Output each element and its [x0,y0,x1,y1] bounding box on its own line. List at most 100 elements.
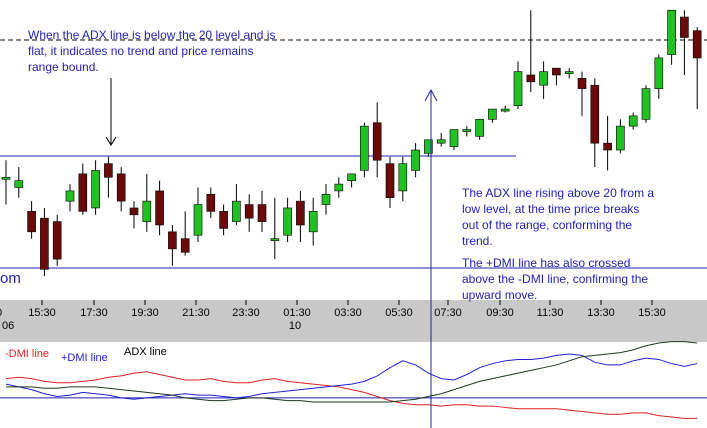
candle [552,67,561,86]
legend-label: -DMI line [5,348,49,360]
candle-body [168,231,177,250]
candle [513,61,523,110]
candle-body [411,149,420,171]
candle [564,68,574,79]
candle [219,204,228,236]
candle-body [296,200,305,226]
date-label: 10 [289,320,301,332]
candle [142,173,152,232]
candle-body [155,190,164,226]
candle-body [321,194,331,205]
candle-body [692,30,702,59]
candle [449,129,459,150]
time-tick-label: 07:30 [434,307,462,319]
candle [206,187,216,219]
time-tick-label: 05:30 [385,307,413,319]
candle [590,78,600,168]
candle [603,115,612,171]
annotation-adx-rising: The ADX line rising above 20 from a low … [462,185,654,249]
time-tick-label: 15:30 [28,307,56,319]
candle [641,85,651,123]
time-tick-label: 15:30 [638,307,666,319]
time-tick-label: 09:30 [486,307,514,319]
annotation-guides [105,78,438,428]
candle [244,194,254,232]
candle-body [424,139,433,154]
candle-body [436,139,446,144]
candle-body [334,183,344,192]
adx-line [6,341,698,403]
candle-body [193,204,203,236]
candle [14,167,24,198]
candle-body [116,173,126,202]
candle-body [475,119,484,137]
annotation-adx-line-1: The ADX line rising above 20 from a [462,186,655,200]
candle-body [488,108,497,120]
indicator-panel: -DMI line +DMI line ADX line [0,341,707,419]
candle [283,197,292,243]
annotation-dmi-line-2: above the -DMI line, confirming the [462,272,649,286]
time-tick-label: 11:30 [537,307,564,319]
candle-body [385,163,395,199]
time-axis: 0 15:30 17:30 19:30 21:30 23:30 01:30 03:30 05:3… [0,300,666,332]
candle-body [52,221,62,260]
candle [500,105,510,113]
candle [65,184,75,212]
candle [347,173,356,188]
candle [180,211,190,256]
annotation-top-left-line-2: flat, it indicates no trend and price re… [28,44,254,58]
candle-body [564,71,574,74]
candle [360,122,369,178]
candle [372,102,382,178]
candle-body [27,211,36,233]
candle [78,163,88,215]
candle-body [104,163,113,178]
candle [616,119,625,154]
candle [398,156,408,202]
candle [116,167,126,212]
candle-body [616,125,625,151]
candle-body [129,207,139,216]
time-tick-label: 01:30 [283,307,311,319]
annotation-down-arrow-head [105,136,117,146]
time-tick-label: 03:30 [334,307,362,319]
candle-body [142,200,152,222]
annotation-top-left-line-3: range bound. [28,60,99,74]
candle [334,177,344,198]
candle-body [500,108,510,112]
candle [129,201,139,229]
candle-body [308,211,318,233]
time-axis-band [0,300,707,342]
candle-body [283,207,292,236]
candle-body [654,57,664,89]
candle-body [232,200,241,222]
candle [232,184,241,225]
candle-body [244,204,254,219]
candle [692,27,702,110]
candle [296,190,305,243]
candle-body [347,173,356,181]
candle-body [449,129,459,147]
candle-body [257,204,267,222]
time-tick-label: 17:30 [80,307,108,319]
legend-label: ADX line [124,346,167,358]
candle-body [577,78,587,89]
dmi-minus-line [5,371,698,419]
candle-body [603,142,612,151]
candle [308,197,318,246]
edge-label: om [0,270,21,287]
candle-body [628,115,638,127]
candle-body [641,88,651,120]
candle-body [526,74,536,83]
time-tick-label: 0 [0,307,2,319]
candle-body [680,16,689,38]
time-tick-label: 23:30 [232,307,260,319]
candle [654,54,664,99]
candle [155,180,164,236]
candle [526,10,536,93]
time-tick-label: 19:30 [131,307,159,319]
candle [193,187,203,243]
candle [680,10,689,75]
